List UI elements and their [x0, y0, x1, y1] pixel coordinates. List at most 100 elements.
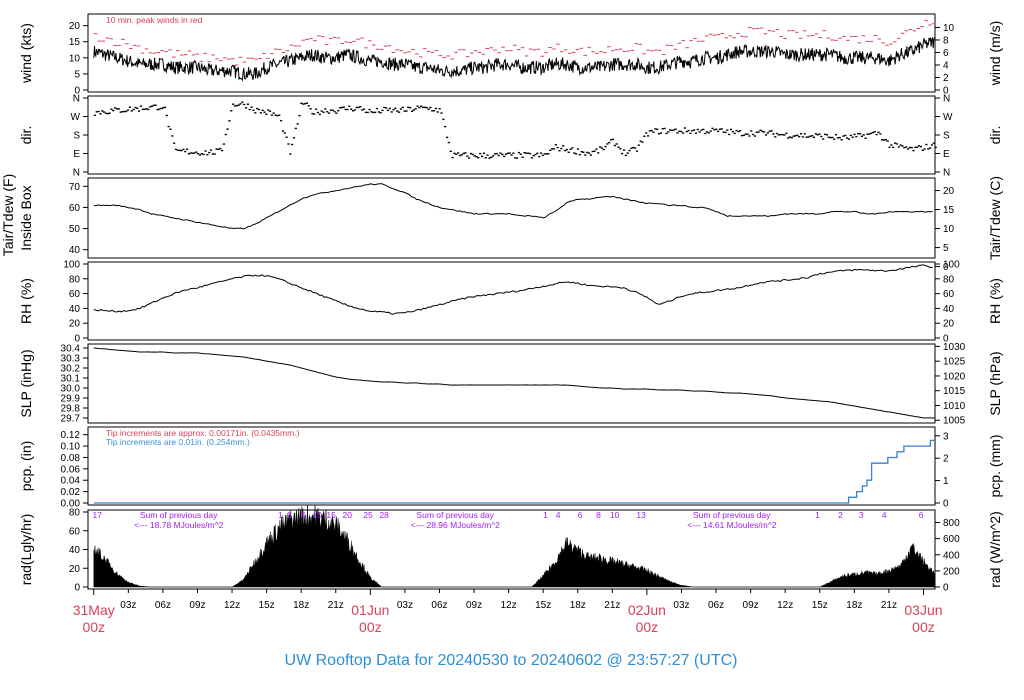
rad-right-label: rad (W/m^2): [987, 511, 1003, 588]
time-tick-label: 09z: [189, 600, 205, 611]
time-tick-label: 21z: [328, 600, 344, 611]
rh-right-tick-label: 40: [943, 304, 955, 315]
wind-right-tick-label: 4: [943, 60, 949, 71]
rad-hour-mark: 4: [556, 510, 561, 520]
pcp-left-tick-label: 0.08: [61, 453, 81, 464]
rh-left-tick-label: 40: [69, 304, 81, 315]
temp-right-tick-label: 15: [943, 205, 955, 216]
temp-left-label-2: Inside Box: [18, 185, 34, 250]
temp-left-label-1: Tair/Tdew (F): [0, 174, 16, 256]
rad-hour-mark: 6: [578, 510, 583, 520]
rad-sum-value: <--- 18.78 MJoules/m^2: [134, 520, 224, 530]
rad-hour-mark: 25: [363, 510, 373, 520]
wind-right-tick-label: 10: [943, 23, 955, 34]
dir-left-tick-label: E: [73, 149, 80, 160]
wind-right-tick-label: 6: [943, 48, 949, 59]
wind-speed-line: [93, 36, 935, 82]
time-tick-label: 21z: [881, 600, 897, 611]
rh-left-tick-label: 100: [63, 260, 80, 271]
slp-right-tick-label: 1015: [943, 386, 966, 397]
rad-hour-mark: 17: [92, 510, 102, 520]
rh-line: [93, 264, 933, 315]
rh-left-tick-label: 80: [69, 274, 81, 285]
pcp-right-tick-label: 2: [943, 454, 949, 465]
rh-right-tick-label: 0: [943, 334, 949, 345]
pcp-right-tick-label: 1: [943, 476, 949, 487]
dir-left-tick-label: N: [73, 168, 80, 179]
time-tick-label: 09z: [466, 600, 482, 611]
temp-right-tick-label: 20: [943, 186, 955, 197]
rad-hour-mark: 3: [859, 510, 864, 520]
dir-right-tick-label: W: [943, 112, 953, 123]
time-tick-label: 21z: [604, 600, 620, 611]
time-tick-label: 12z: [777, 600, 793, 611]
rad-left-tick-label: 0: [74, 583, 80, 594]
rad-hour-mark: 1: [815, 510, 820, 520]
rh-panel-frame: [87, 261, 936, 341]
rad-hour-mark: 3: [287, 510, 292, 520]
slp-left-tick-label: 29.9: [61, 394, 81, 405]
slp-left-tick-label: 30.2: [61, 364, 81, 375]
day-label-date: 03Jun: [904, 602, 942, 618]
rad-right-tick-label: 200: [943, 566, 960, 577]
rad-sum-title: Sum of previous day: [140, 510, 218, 520]
temp-left-tick-label: 70: [69, 182, 81, 193]
temp-right-tick-label: 0: [943, 262, 949, 273]
wind-right-tick-label: 2: [943, 73, 949, 84]
rad-left-tick-label: 40: [69, 545, 81, 556]
temp-right-tick-label: 10: [943, 224, 955, 235]
pcp-note-blue: Tip increments are 0.01in. (0.254mm.): [106, 437, 250, 447]
wind-right-label: wind (m/s): [987, 21, 1003, 87]
slp-right-tick-label: 1005: [943, 416, 966, 427]
peak-wind-note: 10 min. peak winds in red: [106, 15, 203, 25]
rad-right-tick-label: 600: [943, 534, 960, 545]
rad-sum-title: Sum of previous day: [693, 510, 771, 520]
time-tick-label: 18z: [570, 600, 586, 611]
slp-left-tick-label: 30.4: [61, 344, 81, 355]
rad-left-tick-label: 20: [69, 564, 81, 575]
rh-right-tick-label: 80: [943, 274, 955, 285]
slp-line: [93, 347, 935, 419]
slp-left-label: SLP (inHg): [18, 349, 34, 417]
pcp-left-tick-label: 0.04: [61, 476, 81, 487]
wind-right-tick-label: 0: [943, 86, 949, 97]
slp-right-tick-label: 1010: [943, 401, 966, 412]
wind-left-label: wind (kts): [18, 23, 34, 84]
temp-left-tick-label: 60: [69, 203, 81, 214]
time-tick-label: 12z: [501, 600, 517, 611]
day-label-time: 00z: [912, 619, 935, 635]
rad-sum-title: Sum of previous day: [416, 510, 494, 520]
time-tick-label: 18z: [293, 600, 309, 611]
rad-right-tick-label: 800: [943, 518, 960, 529]
wind-panel-frame: [87, 13, 936, 93]
rad-hour-mark: 28: [379, 510, 389, 520]
slp-left-tick-label: 30.1: [61, 374, 81, 385]
rad-hour-mark: 20: [343, 510, 353, 520]
slp-right-tick-label: 1025: [943, 357, 966, 368]
dir-right-tick-label: E: [943, 149, 950, 160]
temp-panel-frame: [87, 177, 936, 259]
dir-right-tick-label: N: [943, 94, 950, 105]
rad-hour-mark: 10: [610, 510, 620, 520]
time-tick-label: 18z: [846, 600, 862, 611]
time-tick-label: 06z: [431, 600, 447, 611]
time-tick-label: 09z: [743, 600, 759, 611]
temperature-line: [93, 183, 933, 230]
day-label-date: 01Jun: [351, 602, 389, 618]
pcp-left-tick-label: 0.02: [61, 487, 81, 498]
slp-left-tick-label: 29.7: [61, 414, 81, 425]
rh-right-tick-label: 20: [943, 319, 955, 330]
rh-left-tick-label: 20: [69, 319, 81, 330]
time-tick-label: 12z: [224, 600, 240, 611]
time-tick-label: 03z: [397, 600, 413, 611]
day-label-date: 02Jun: [628, 602, 666, 618]
time-tick-label: 15z: [259, 600, 275, 611]
rad-hour-mark: 6: [919, 510, 924, 520]
rad-right-tick-label: 400: [943, 550, 960, 561]
radiation-area: [93, 504, 936, 588]
rad-hour-mark: 6: [301, 510, 306, 520]
temp-left-tick-label: 40: [69, 245, 81, 256]
rad-hour-mark: 15: [326, 510, 336, 520]
rad-hour-mark: 2: [838, 510, 843, 520]
